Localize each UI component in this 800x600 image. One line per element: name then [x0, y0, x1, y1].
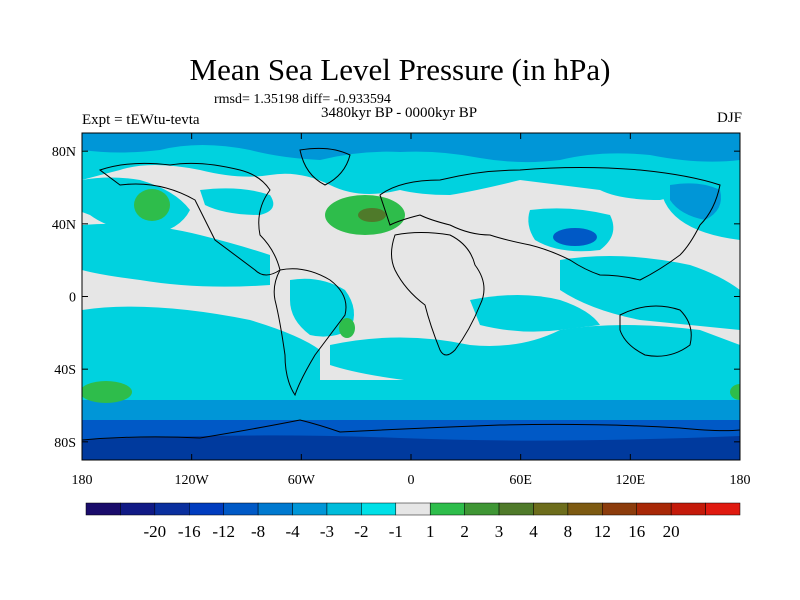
- x-tick-label: 60W: [288, 473, 316, 488]
- colorbar: -20 -16 -12 -8 -4 -3 -2 -1 1 2 3 4 8 12 16 20: [85, 502, 741, 541]
- colorbar-swatch: [223, 502, 259, 516]
- y-tick-label: 40N: [52, 218, 76, 233]
- coast-eurasia: [379, 167, 721, 281]
- period-label: 3480kyr BP - 0000kyr BP: [321, 105, 478, 121]
- colorbar-label: -3: [320, 522, 334, 541]
- colorbar-swatch: [705, 502, 741, 516]
- colorbar-swatch: [292, 502, 328, 516]
- colorbar-label: 4: [529, 522, 538, 541]
- colorbar-swatch: [326, 502, 362, 516]
- colorbar-swatch: [533, 502, 569, 516]
- colorbar-label: -8: [251, 522, 265, 541]
- y-tick-label: 0: [69, 291, 76, 306]
- colorbar-swatch: [567, 502, 603, 516]
- colorbar-label: 3: [495, 522, 504, 541]
- arctic-medium: [82, 133, 740, 163]
- colorbar-swatch: [464, 502, 500, 516]
- stats-line: rmsd= 1.35198 diff= -0.933594: [214, 92, 391, 107]
- colorbar-swatch: [670, 502, 706, 516]
- colorbar-label: 2: [460, 522, 469, 541]
- coast-greenland: [299, 147, 351, 186]
- x-tick-label: 180: [730, 473, 751, 488]
- colorbar-label: -12: [212, 522, 235, 541]
- colorbar-label: 20: [663, 522, 680, 541]
- south-pacific-cyan: [82, 306, 320, 392]
- colorbar-swatch: [361, 502, 397, 516]
- coast-australia: [619, 305, 692, 357]
- coast-antarctica: [82, 419, 740, 441]
- colorbar-swatch: [498, 502, 534, 516]
- coast-north-america: [98, 162, 281, 276]
- colorbar-swatch: [395, 502, 431, 516]
- y-tick-label: 80N: [52, 145, 76, 160]
- y-tick-label: 40S: [54, 363, 76, 378]
- south-atlantic-green: [339, 318, 355, 338]
- x-tick-label: 120W: [175, 473, 210, 488]
- coastlines: [82, 147, 740, 441]
- coast-south-america: [273, 268, 347, 397]
- map-field: [82, 133, 740, 460]
- coast-africa: [391, 232, 485, 356]
- experiment-label: Expt = tEWtu-tevta: [82, 112, 200, 128]
- south-atlantic-cyan: [330, 325, 740, 387]
- season-label: DJF: [716, 110, 742, 126]
- colorbar-swatch: [154, 502, 190, 516]
- x-tick-label: 180: [72, 473, 93, 488]
- tropical-pacific-cyan: [82, 223, 270, 287]
- colorbar-label: 1: [426, 522, 435, 541]
- south-pacific-green: [82, 381, 132, 403]
- colorbar-swatch: [120, 502, 156, 516]
- x-tick-label: 60E: [509, 473, 532, 488]
- axis-ticks: 180 120W 60W 0 60E 120E 180 80N 40N 0 40S 80S: [52, 133, 751, 488]
- colorbar-swatch: [602, 502, 637, 516]
- south-america-cyan: [290, 278, 354, 337]
- colorbar-swatch: [257, 502, 293, 516]
- colorbar-swatch: [429, 502, 465, 516]
- south-indian-green: [730, 384, 740, 400]
- colorbar-swatch: [189, 502, 224, 516]
- west-pacific-cyan: [560, 256, 740, 330]
- colorbar-label: -4: [285, 522, 300, 541]
- north-america-cyan: [200, 188, 274, 215]
- colorbar-swatch: [85, 502, 121, 516]
- colorbar-label: -16: [178, 522, 201, 541]
- colorbar-swatch: [636, 502, 672, 516]
- colorbar-label: -2: [354, 522, 368, 541]
- north-atlantic-olive: [358, 208, 386, 222]
- southern-band-deep: [82, 435, 740, 460]
- north-pacific-green: [134, 189, 170, 221]
- colorbar-label: 8: [564, 522, 573, 541]
- x-tick-label: 0: [408, 473, 415, 488]
- colorbar-label: 16: [628, 522, 645, 541]
- colorbar-label: -20: [144, 522, 167, 541]
- east-asia-medium: [670, 183, 721, 220]
- tibet-blue: [553, 228, 597, 246]
- colorbar-label: -1: [389, 522, 403, 541]
- y-tick-label: 80S: [54, 436, 76, 451]
- plot-title: Mean Sea Level Pressure (in hPa): [189, 52, 611, 87]
- colorbar-label: 12: [594, 522, 611, 541]
- x-tick-label: 120E: [616, 473, 646, 488]
- indian-ocean-cyan: [470, 295, 600, 332]
